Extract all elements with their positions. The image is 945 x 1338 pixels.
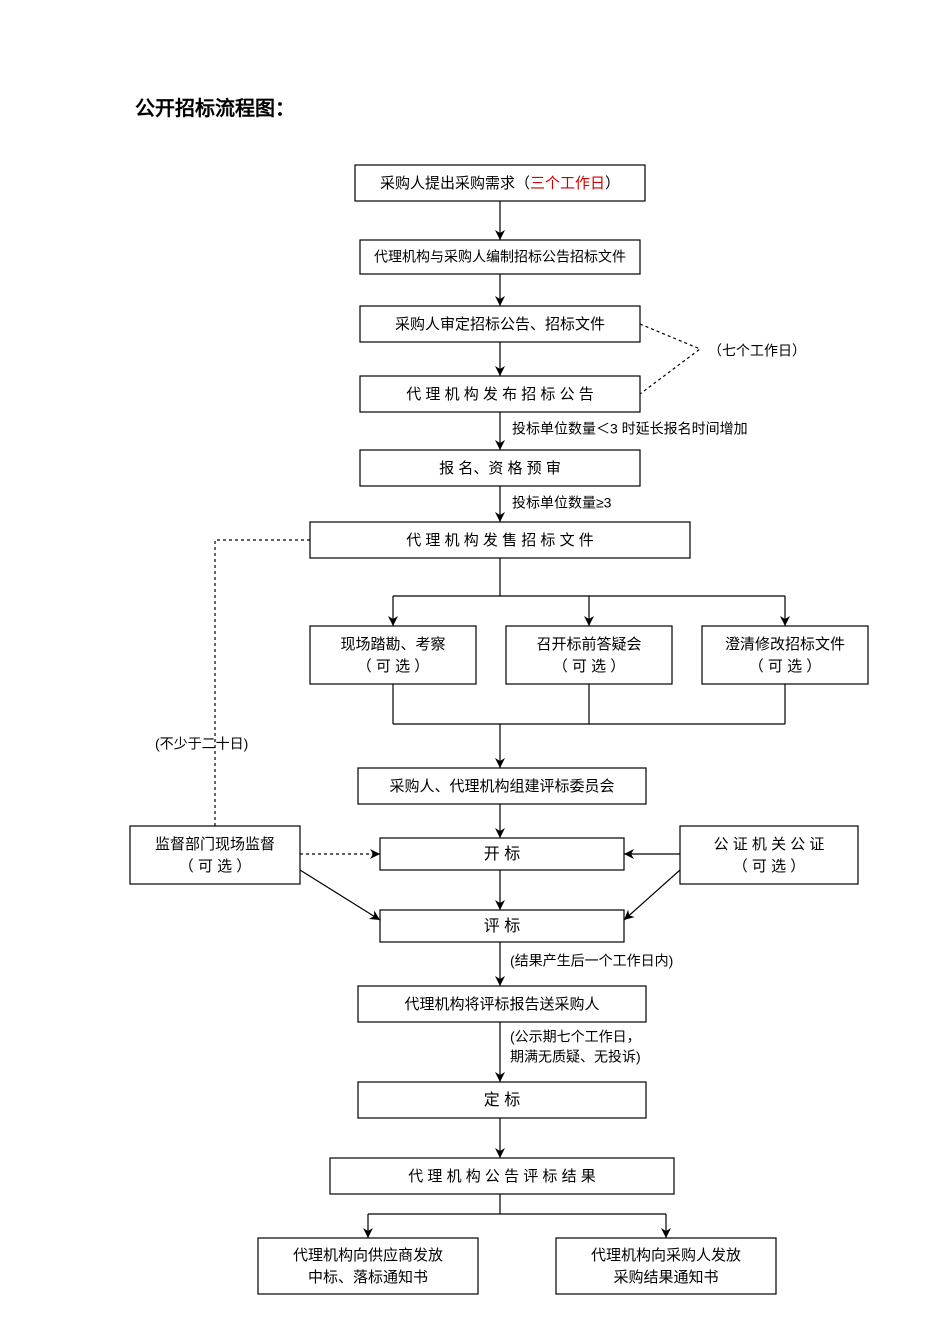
flow-node-n11: 代理机构将评标报告送采购人: [358, 986, 646, 1022]
flow-node-n9: 开 标: [380, 838, 624, 870]
flowchart-svg: 采购人提出采购需求（三个工作日） 代理机构与采购人编制招标公告招标文件采购人审定招…: [0, 0, 945, 1338]
svg-text:公 证 机 关 公 证: 公 证 机 关 公 证: [714, 836, 825, 853]
svg-text:报 名、资 格 预 审: 报 名、资 格 预 审: [439, 460, 561, 477]
svg-text:现场踏勘、考察: 现场踏勘、考察: [340, 635, 445, 653]
flow-node-n4: 代 理 机 构 发 布 招 标 公 告: [360, 376, 640, 412]
svg-text:（ 可 选 ）: （ 可 选 ）: [553, 658, 626, 675]
flow-node-n7a: 现场踏勘、考察 （ 可 选 ）: [310, 626, 476, 684]
svg-text:（ 可 选 ）: （ 可 选 ）: [749, 658, 822, 675]
flow-node-n5: 报 名、资 格 预 审: [360, 450, 640, 486]
flow-node-n7b: 召开标前答疑会 （ 可 选 ）: [506, 626, 672, 684]
flow-edge: [640, 324, 700, 394]
flow-node-n7c: 澄清修改招标文件 （ 可 选 ）: [702, 626, 868, 684]
flow-node-nL: 监督部门现场监督 （ 可 选 ）: [130, 826, 300, 884]
svg-text:（ 可 选 ）: （ 可 选 ）: [357, 658, 430, 675]
svg-text:召开标前答疑会: 召开标前答疑会: [536, 636, 641, 653]
flow-node-n1: 采购人提出采购需求（三个工作日）: [355, 165, 645, 201]
flow-node-n8: 采购人、代理机构组建评标委员会: [358, 768, 646, 804]
svg-text:代理机构向供应商发放: 代理机构向供应商发放: [293, 1246, 443, 1264]
flow-label: 投标单位数量＜3 时延长报名时间增加: [512, 421, 748, 437]
svg-text:采购人提出采购需求（三个工作日）: 采购人提出采购需求（三个工作日）: [380, 175, 620, 192]
flow-edge: [624, 870, 680, 920]
svg-text:代理机构向采购人发放: 代理机构向采购人发放: [591, 1247, 741, 1264]
svg-text:（ 可 选 ）: （ 可 选 ）: [179, 858, 252, 875]
svg-text:澄清修改招标文件: 澄清修改招标文件: [725, 636, 845, 653]
svg-text:采购人审定招标公告、招标文件: 采购人审定招标公告、招标文件: [395, 316, 605, 333]
svg-text:评 标: 评 标: [484, 917, 520, 935]
svg-text:中标、落标通知书: 中标、落标通知书: [308, 1269, 428, 1286]
flow-node-n12: 定 标: [358, 1082, 646, 1118]
flow-label: （七个工作日）: [708, 343, 806, 359]
flow-label: (不少于二十日): [155, 736, 248, 752]
svg-text:代 理 机 构 公 告 评 标 结 果: 代 理 机 构 公 告 评 标 结 果: [408, 1168, 596, 1185]
flow-node-n13: 代 理 机 构 公 告 评 标 结 果: [330, 1158, 674, 1194]
svg-text:采购人、代理机构组建评标委员会: 采购人、代理机构组建评标委员会: [389, 778, 614, 795]
flow-label: 期满无质疑、无投诉): [510, 1049, 641, 1065]
svg-text:监督部门现场监督: 监督部门现场监督: [155, 836, 275, 853]
svg-text:代 理 机 构 发 售 招 标 文 件: 代 理 机 构 发 售 招 标 文 件: [406, 532, 594, 549]
svg-text:（ 可 选 ）: （ 可 选 ）: [733, 858, 806, 875]
flow-node-n3: 采购人审定招标公告、招标文件: [360, 306, 640, 342]
page-title: 公开招标流程图：: [135, 92, 295, 121]
svg-text:代 理 机 构 发 布 招 标 公 告: 代 理 机 构 发 布 招 标 公 告: [406, 386, 594, 403]
svg-text:定 标: 定 标: [484, 1091, 520, 1109]
flow-node-nR: 公 证 机 关 公 证 （ 可 选 ）: [680, 826, 858, 884]
svg-text:代理机构将评标报告送采购人: 代理机构将评标报告送采购人: [404, 996, 599, 1013]
flow-node-n2: 代理机构与采购人编制招标公告招标文件: [360, 240, 640, 274]
flow-label: (公示期七个工作日，: [510, 1029, 641, 1045]
flow-edge: [215, 540, 310, 826]
flow-node-n6: 代 理 机 构 发 售 招 标 文 件: [310, 522, 690, 558]
svg-text:采购结果通知书: 采购结果通知书: [613, 1269, 718, 1286]
flow-node-n14b: 代理机构向采购人发放采购结果通知书: [556, 1238, 776, 1294]
flow-label: (结果产生后一个工作日内): [510, 953, 673, 969]
flow-node-n10: 评 标: [380, 910, 624, 942]
flow-edge: [300, 870, 380, 920]
flow-label: 投标单位数量≥3: [512, 495, 612, 511]
svg-text:开 标: 开 标: [484, 845, 520, 863]
flow-node-n14a: 代理机构向供应商发放中标、落标通知书: [258, 1238, 478, 1294]
svg-text:代理机构与采购人编制招标公告招标文件: 代理机构与采购人编制招标公告招标文件: [374, 249, 626, 265]
